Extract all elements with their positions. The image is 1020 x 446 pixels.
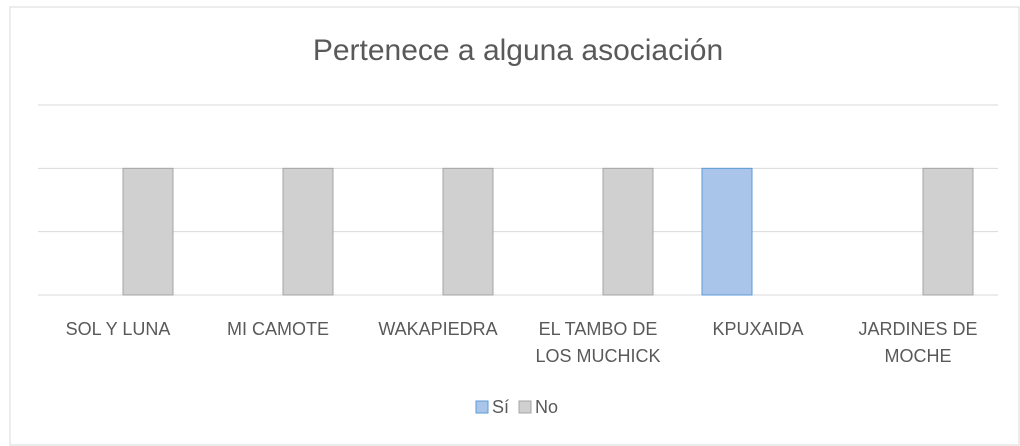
x-tick-label: EL TAMBO DE LOS MUCHICK [535, 319, 661, 366]
bar [922, 167, 974, 296]
x-tick-label: MI CAMOTE [227, 319, 329, 339]
x-tick-label: SOL Y LUNA [65, 319, 171, 339]
bar [282, 167, 334, 296]
legend-swatch [475, 400, 489, 414]
bar [701, 167, 753, 296]
x-tick-label: JARDINES DE MOCHE [858, 319, 978, 366]
legend-label: Sí [492, 397, 509, 417]
bar [602, 167, 654, 296]
x-tick-label: KPUXAIDA [712, 319, 804, 339]
chart-title: Pertenece a alguna asociación [313, 34, 723, 67]
bar [122, 167, 174, 296]
x-tick-label: WAKAPIEDRA [378, 319, 498, 339]
chart-border [9, 6, 1020, 446]
legend-label: No [535, 397, 558, 417]
bar [442, 167, 494, 296]
legend-swatch [518, 400, 532, 414]
